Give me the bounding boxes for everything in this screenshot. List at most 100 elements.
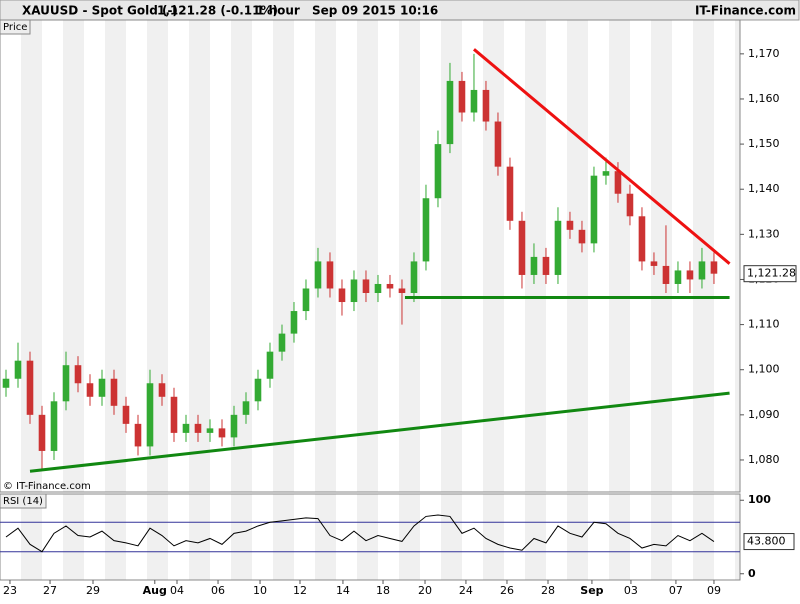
candle-body [278,333,286,352]
candle-body [206,428,214,433]
candle-body [614,171,622,194]
rsi-last-label: 43.800 [747,535,786,548]
x-tick-label: 20 [418,584,432,597]
x-tick-label: 03 [624,584,638,597]
candle-body [350,279,358,303]
candle-body [194,423,202,433]
candle-body [458,80,466,113]
candle-body [110,378,118,406]
candle-body [374,283,382,294]
candle-body [686,270,694,280]
rsi-last-box [743,533,795,551]
price-panel [0,19,741,493]
candle-body [590,175,598,244]
quote: 1,121.28 (-0.11%) [157,4,278,18]
symbol: XAUUSD - Spot Gold (-) [22,4,178,18]
source: IT-Finance.com [695,4,796,18]
candle-body [98,378,106,397]
candle-body [566,220,574,230]
candle-body [302,288,310,312]
price-label: Price [3,22,27,33]
candle-body [26,360,34,415]
y-tick-label: 1,150 [748,137,780,150]
candle-body [434,144,442,199]
x-tick-label: 24 [459,584,473,597]
candle-body [182,423,190,433]
candle-body [470,89,478,113]
x-tick-label: 23 [3,584,17,597]
day-bands [0,20,740,492]
candle-body [530,256,538,275]
candle-body [74,365,82,384]
x-tick-label: 07 [669,584,683,597]
y-tick-label: 1,170 [748,47,780,60]
interval: 1 hour [256,4,300,18]
candle-body [362,279,370,294]
candle-body [698,261,706,280]
candle-body [710,261,718,274]
candle-body [650,261,658,266]
candle-body [554,220,562,275]
watermark: © IT-Finance.com [3,481,91,492]
y-tick-label: 1,160 [748,92,780,105]
candle-body [86,383,94,397]
candle-body [422,198,430,262]
x-tick-label: 14 [336,584,350,597]
y-tick-label: 1,090 [748,408,780,421]
candle-body [578,229,586,244]
x-tick-label: Sep [580,584,603,597]
x-tick-label: 04 [170,584,184,597]
x-tick-label: Aug [143,584,167,597]
y-tick-label: 1,110 [748,318,780,331]
candle-body [122,405,130,424]
candle-body [230,414,238,438]
candle-body [638,216,646,262]
candle-body [338,288,346,303]
x-tick-label: 10 [253,584,267,597]
candle-body [158,383,166,397]
candle-body [542,256,550,275]
trend-line [29,391,730,473]
candle-body [254,378,262,402]
candle-body [170,396,178,433]
rsi-line [5,514,715,553]
candle-body [290,311,298,334]
candle-body [50,401,58,451]
y-tick-label: 1,140 [748,182,780,195]
x-tick-label: 09 [707,584,721,597]
x-tick-label: 28 [541,584,555,597]
rsi-tick-label: 100 [748,493,771,506]
candle-body [218,428,226,438]
y-tick-label: 1,080 [748,453,780,466]
price-tag [0,19,31,35]
y-tick-label: 1,100 [748,363,780,376]
rsi-label: RSI (14) [3,496,43,507]
candle-body [398,288,406,294]
rsi-tick-label: 0 [748,567,756,580]
candle-body [326,261,334,289]
x-tick-label: 12 [293,584,307,597]
candle-body [602,171,610,176]
candle-body [242,401,250,415]
x-tick-label: 18 [376,584,390,597]
candle-body [410,261,418,294]
candle-body [38,414,46,451]
last-price-box [743,265,797,283]
candle-body [14,360,22,379]
rsi-panel [0,493,741,581]
datetime: Sep 09 2015 10:16 [312,4,438,18]
x-tick-label: 06 [211,584,225,597]
candle-body [674,270,682,284]
candle-body [2,378,10,388]
candle-body [266,351,274,379]
trend-line [473,48,731,265]
candle-body [146,383,154,447]
x-tick-label: 26 [500,584,514,597]
candle-body [386,283,394,289]
x-tick-label: 29 [86,584,100,597]
x-tick-label: 27 [43,584,57,597]
candle-body [494,121,502,167]
candle-body [446,80,454,145]
candle-body [626,193,634,217]
